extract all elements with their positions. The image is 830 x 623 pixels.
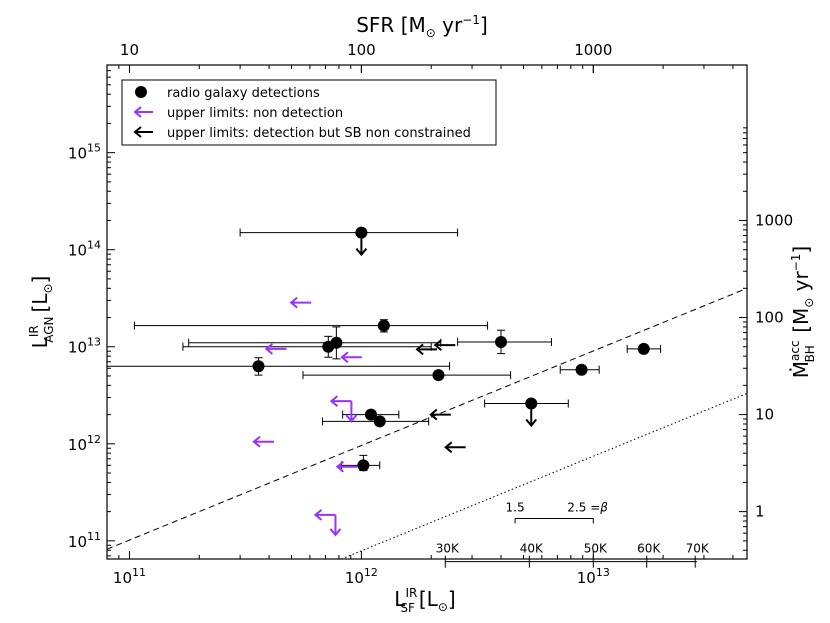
upper-limit-non-detection [340,351,362,363]
top-tick-label: 10 [120,41,139,59]
detection-point [432,369,445,382]
limit-arrow-head [335,460,345,473]
data-points [252,226,650,472]
top-tick-label: 100 [347,41,376,59]
detection-point [525,397,538,410]
y-axis-title: LIRAGN[L⊙] [27,276,56,349]
down-arrow-head [525,418,538,428]
line-dotted [341,393,748,560]
x-axis-ticks: 1011 1012 1013 [113,65,734,587]
right-tick-label: 1000 [755,211,793,229]
upper-limit-non-detection [264,343,287,355]
limit-arrow-head [415,343,424,356]
temp-scale-label: 60K [637,542,661,556]
limit-arrow-head [429,408,438,421]
upper-limit-detection-sb [429,408,451,421]
top-axis-title: SFR [M⊙ yr−1] [356,13,488,40]
x-tick-label: 1013 [577,566,610,587]
y-tick-label: 1014 [68,239,101,260]
x-tick-label: 1011 [113,566,146,587]
detection-point [322,340,335,353]
y-tick-label: 1013 [68,336,101,357]
x-tick-label: 1012 [345,566,378,587]
legend-label-detection: radio galaxy detections [167,86,320,101]
y-tick-label: 1012 [68,433,101,454]
upper-limit-detection-sb [415,343,438,356]
limit-arrow-head [313,509,323,521]
upper-limit-non-detection [335,460,358,473]
detection-point [377,319,390,332]
detection-point [364,408,377,421]
top-axis-ticks: 10 100 1000 [118,41,734,73]
limit-arrow-head [329,395,339,407]
limit-arrow-head [264,343,274,355]
right-axis-title: ṀaccBH [M⊙ yr−1] [788,246,817,379]
line-dashed [106,287,748,550]
y-tick-label: 1011 [68,530,101,551]
legend-box [121,79,497,146]
upper-limits-non-detection [252,296,362,537]
legend-label-non-detection: upper limits: non detection [167,106,343,121]
temperature-scale: 30K 40K 50K 60K 70K [436,542,710,568]
upper-limit-non-detection [329,395,358,423]
y-axis-ticks: 1011 1012 1013 1014 1015 [68,70,115,557]
plot-lines [106,287,748,560]
limit-down-head [345,414,358,423]
right-tick-label: 1 [755,503,765,521]
limit-arrow-head [444,441,453,454]
detection-point [637,342,650,355]
limit-down-head [329,528,342,537]
limit-arrow-head [433,339,442,351]
upper-limit-detection-sb [433,339,456,351]
detection-point [357,459,370,472]
detection-point [575,363,588,376]
limit-arrow-head [289,296,298,309]
beta-label-left: 1.5 [506,500,525,514]
legend-marker-detection [135,86,147,98]
detection-point [252,360,265,373]
upper-limit-non-detection [252,435,274,448]
top-tick-label: 1000 [574,41,612,59]
x-axis-title: LIR SF [L⊙] [394,586,455,615]
detection-point [373,415,386,428]
upper-limits-detection-sb [415,339,466,454]
right-tick-label: 10 [755,406,774,424]
legend: radio galaxy detections upper limits: no… [121,79,497,146]
temp-scale-label: 50K [584,542,608,556]
upper-limit-non-detection [313,509,342,537]
right-tick-label: 100 [755,309,784,327]
down-arrow-head [355,247,368,257]
legend-label-detection-sb: upper limits: detection but SB non const… [167,126,471,141]
temp-scale-label: 40K [520,542,544,556]
temp-scale-label: 30K [436,542,460,556]
limit-arrow-head [340,351,349,363]
detection-point [495,335,508,348]
upper-limit-non-detection [289,296,312,309]
y-tick-label: 1015 [68,142,101,163]
legend-marker-detection-sb [133,126,153,138]
plot-frame [106,64,748,560]
temp-scale-label: 70K [686,542,710,556]
detection-point [355,226,368,239]
legend-marker-non-detection [133,106,153,118]
beta-label-right: 2.5 =β [567,500,608,514]
upper-limit-detection-sb [444,441,466,454]
limit-arrow-head [252,435,261,448]
right-axis-ticks: 1 10 100 1000 [739,127,793,551]
error-bars [106,228,662,472]
beta-scale: 1.5 2.5 =β [506,500,608,524]
